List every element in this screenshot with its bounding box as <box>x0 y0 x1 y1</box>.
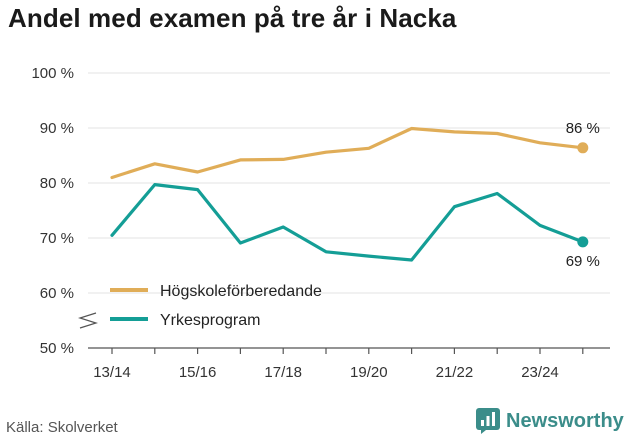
chart-title: Andel med examen på tre år i Nacka <box>8 3 457 33</box>
x-tick-label: 15/16 <box>179 364 217 381</box>
legend: Högskoleförberedande Yrkesprogram <box>110 283 322 329</box>
series-line-2 <box>110 183 585 262</box>
line-chart: 50 % 60 % 70 % 80 % 90 % 100 % 13/14 15/16 17/1… <box>31 65 610 381</box>
x-tick-label: 13/14 <box>93 364 131 381</box>
end-labels: 86 % 69 % <box>566 120 600 270</box>
y-axis-ticks: 50 % 60 % 70 % 80 % 90 % 100 % <box>31 65 74 357</box>
brand-name: Newsworthy <box>506 409 624 432</box>
legend-label: Högskoleförberedande <box>160 283 322 300</box>
newsworthy-logo-icon <box>476 408 500 434</box>
y-tick-label: 90 % <box>40 120 74 137</box>
y-tick-label: 100 % <box>31 65 74 82</box>
x-tick-label: 19/20 <box>350 364 388 381</box>
series-end-point-1 <box>577 142 589 154</box>
axis-break-icon <box>77 312 99 329</box>
y-tick-label: 70 % <box>40 230 74 247</box>
y-tick-label: 80 % <box>40 175 74 192</box>
series-end-point-2 <box>577 236 589 248</box>
source-note: Källa: Skolverket <box>6 419 118 436</box>
x-tick-label: 17/18 <box>264 364 302 381</box>
y-tick-label: 50 % <box>40 340 74 357</box>
series-line-1 <box>110 126 585 180</box>
legend-label: Yrkesprogram <box>160 312 260 329</box>
end-label-1: 86 % <box>566 120 600 137</box>
series-lines <box>110 126 589 262</box>
x-tick-label: 23/24 <box>521 364 559 381</box>
brand[interactable]: Newsworthy <box>476 406 624 436</box>
y-tick-label: 60 % <box>40 285 74 302</box>
x-axis: 13/14 15/16 17/18 19/20 21/22 23/24 <box>77 312 610 381</box>
x-tick-label: 21/22 <box>436 364 474 381</box>
end-label-2: 69 % <box>566 253 600 270</box>
grid-lines <box>88 72 610 294</box>
